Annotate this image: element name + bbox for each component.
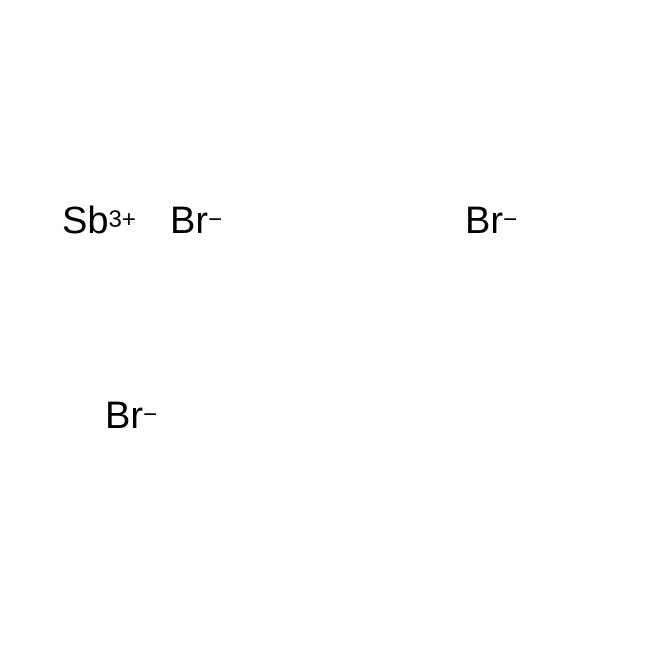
atom-br1-symbol: Br (170, 200, 208, 243)
atom-br3: Br− (105, 395, 157, 438)
atom-sb-symbol: Sb (62, 200, 108, 243)
atom-br3-symbol: Br (105, 395, 143, 438)
atom-br2-symbol: Br (465, 200, 503, 243)
atom-sb: Sb3+ (62, 200, 136, 243)
atom-br2: Br− (465, 200, 517, 243)
atom-br1: Br− (170, 200, 222, 243)
